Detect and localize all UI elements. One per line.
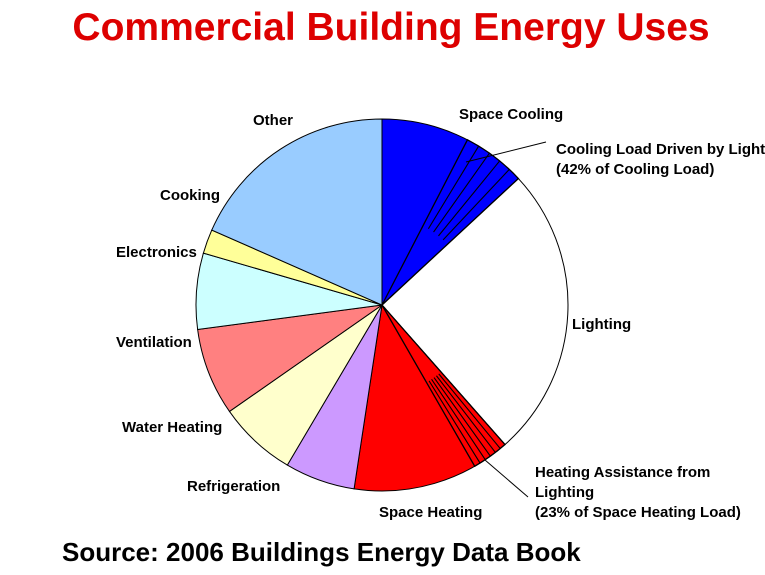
slice-label-electronics: Electronics	[116, 244, 197, 261]
hatch-line	[435, 375, 496, 453]
slice-label-other: Other	[253, 112, 293, 129]
annotations: Cooling Load Driven by Lighting (42% of C…	[465, 141, 765, 521]
pie-slice-lighting	[381, 177, 569, 446]
annotation-line: Heating Assistance from	[535, 464, 710, 481]
annotation-line: Lighting	[535, 484, 594, 501]
lighting-driven-sectors	[381, 138, 520, 468]
hatch-line	[433, 377, 491, 457]
slice-label-ventilation: Ventilation	[116, 334, 192, 351]
annotation-line: (23% of Space Heating Load)	[535, 504, 741, 521]
slice-label-space-heating: Space Heating	[379, 504, 482, 521]
hatch-line	[433, 152, 490, 233]
annotation-line: Cooling Load Driven by Lighting	[556, 141, 765, 158]
hatch-line	[442, 169, 510, 241]
hatch-line	[438, 160, 501, 237]
slice-label-refrigeration: Refrigeration	[187, 478, 280, 495]
share-sector-space-cooling	[381, 138, 520, 306]
slice-label-water-heating: Water Heating	[122, 419, 222, 436]
hatch-line	[427, 145, 480, 230]
hatch-line	[438, 373, 501, 449]
hatch-line	[428, 380, 481, 464]
annotation-leader-line	[484, 459, 529, 498]
share-sector-space-heating	[381, 304, 506, 468]
pie-slice-other	[211, 118, 383, 306]
annotation-space-cooling: Cooling Load Driven by Lighting (42% of C…	[556, 141, 765, 178]
annotation-leader-line	[465, 141, 547, 163]
pie-slices	[195, 118, 569, 492]
slide-title: Commercial Building Energy Uses	[72, 6, 710, 49]
annotation-space-heating: Heating Assistance from Lighting (23% of S…	[535, 464, 741, 521]
slice-label-space-cooling: Space Cooling	[459, 106, 563, 123]
annotation-line: (42% of Cooling Load)	[556, 161, 714, 178]
hatch-line	[431, 378, 486, 460]
source-caption: Source: 2006 Buildings Energy Data Book	[62, 537, 581, 567]
slice-labels: Space Cooling Lighting Space Heating Refrig…	[116, 106, 631, 521]
slice-label-cooking: Cooking	[160, 187, 220, 204]
slice-label-lighting: Lighting	[572, 316, 631, 333]
